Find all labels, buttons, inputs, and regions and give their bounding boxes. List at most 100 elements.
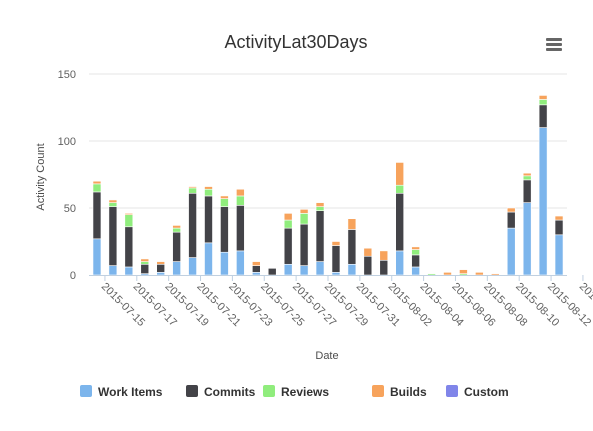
bar-segment[interactable] bbox=[395, 192, 405, 252]
bar-segment[interactable] bbox=[140, 263, 150, 274]
bar-segment[interactable] bbox=[427, 273, 436, 276]
bar-segment[interactable] bbox=[220, 195, 229, 199]
bar-segment[interactable] bbox=[522, 179, 532, 203]
bar-segment[interactable] bbox=[443, 272, 452, 276]
bar-segment[interactable] bbox=[92, 191, 102, 240]
legend-item[interactable]: Builds bbox=[372, 385, 427, 399]
bar-segment[interactable] bbox=[315, 261, 325, 276]
bar-segment[interactable] bbox=[411, 254, 420, 268]
bar-segment[interactable] bbox=[283, 227, 293, 265]
bar-segment[interactable] bbox=[156, 261, 165, 265]
bar-segment[interactable] bbox=[140, 258, 150, 262]
bar-segment[interactable] bbox=[395, 162, 405, 186]
bar-segment[interactable] bbox=[299, 265, 309, 276]
bar-segment[interactable] bbox=[172, 231, 181, 262]
bar-segment[interactable] bbox=[315, 206, 325, 211]
bar-segment[interactable] bbox=[315, 210, 325, 262]
legend-item[interactable]: Custom bbox=[446, 385, 509, 399]
bar-segment[interactable] bbox=[188, 257, 197, 276]
bar-segment[interactable] bbox=[379, 250, 389, 261]
bar-segment[interactable] bbox=[188, 192, 197, 258]
bar-segment[interactable] bbox=[92, 180, 102, 185]
bar-segment[interactable] bbox=[108, 199, 118, 203]
bar-segment[interactable] bbox=[124, 226, 134, 268]
bar-segment[interactable] bbox=[554, 234, 564, 276]
bar-segment[interactable] bbox=[172, 227, 181, 233]
bar-segment[interactable] bbox=[283, 219, 293, 229]
bar-segment[interactable] bbox=[363, 247, 373, 257]
bar-segment[interactable] bbox=[299, 213, 309, 225]
bar-segment[interactable] bbox=[522, 202, 532, 276]
bar-segment[interactable] bbox=[236, 195, 245, 206]
bar-segment[interactable] bbox=[124, 214, 134, 228]
bar-segment[interactable] bbox=[172, 225, 181, 229]
bar-segment[interactable] bbox=[220, 206, 229, 253]
bar-segment[interactable] bbox=[156, 272, 165, 276]
bar-segment[interactable] bbox=[363, 255, 373, 276]
bar-segment[interactable] bbox=[395, 250, 405, 276]
bar-segment[interactable] bbox=[252, 265, 261, 273]
bar-segment[interactable] bbox=[490, 273, 500, 276]
bar-segment[interactable] bbox=[379, 259, 389, 276]
bar-segment[interactable] bbox=[108, 206, 118, 266]
bar-segment[interactable] bbox=[108, 202, 118, 207]
bar-segment[interactable] bbox=[92, 183, 102, 193]
legend-swatch bbox=[446, 385, 458, 397]
bar-segment[interactable] bbox=[220, 251, 229, 276]
bar-segment[interactable] bbox=[236, 188, 245, 197]
bar-segment[interactable] bbox=[140, 261, 150, 265]
bar-segment[interactable] bbox=[204, 188, 213, 197]
legend-item[interactable]: Commits bbox=[186, 385, 256, 399]
bar-segment[interactable] bbox=[108, 265, 118, 276]
bar-segment[interactable] bbox=[506, 227, 516, 276]
legend-item[interactable]: Reviews bbox=[263, 385, 329, 399]
bar-segment[interactable] bbox=[411, 266, 420, 276]
bar-segment[interactable] bbox=[267, 267, 277, 276]
bar-segment[interactable] bbox=[522, 172, 532, 177]
bar-segment[interactable] bbox=[252, 272, 261, 276]
bar-segment[interactable] bbox=[538, 95, 548, 100]
bar-segment[interactable] bbox=[188, 186, 197, 189]
bar-segment[interactable] bbox=[124, 266, 134, 276]
bar-segment[interactable] bbox=[124, 213, 134, 216]
bar-segment[interactable] bbox=[204, 186, 213, 190]
bar-segment[interactable] bbox=[538, 127, 548, 276]
bar-segment[interactable] bbox=[204, 195, 213, 244]
bar-segment[interactable] bbox=[236, 250, 245, 276]
bar-segment[interactable] bbox=[283, 263, 293, 276]
legend-item[interactable]: Work Items bbox=[80, 385, 163, 399]
bar-segment[interactable] bbox=[252, 261, 261, 266]
bar-segment[interactable] bbox=[522, 175, 532, 181]
bar-segment[interactable] bbox=[506, 207, 516, 213]
bar-segment[interactable] bbox=[283, 213, 293, 221]
bar-segment[interactable] bbox=[347, 229, 357, 265]
bar-segment[interactable] bbox=[538, 99, 548, 106]
bar-segment[interactable] bbox=[188, 187, 197, 194]
bar-segment[interactable] bbox=[299, 209, 309, 214]
bar-segment[interactable] bbox=[554, 219, 564, 236]
bar-segment[interactable] bbox=[459, 269, 468, 274]
bar-segment[interactable] bbox=[347, 218, 357, 230]
bar-segment[interactable] bbox=[538, 104, 548, 128]
bar-segment[interactable] bbox=[411, 246, 420, 250]
bar-segment[interactable] bbox=[331, 241, 341, 246]
bar-segment[interactable] bbox=[475, 272, 484, 276]
bar-segment[interactable] bbox=[172, 261, 181, 276]
bar-segment[interactable] bbox=[315, 202, 325, 207]
legend-label: Custom bbox=[464, 385, 509, 399]
bar-segment[interactable] bbox=[347, 263, 357, 276]
bar-segment[interactable] bbox=[299, 223, 309, 266]
bar-segment[interactable] bbox=[236, 205, 245, 252]
bar-segment[interactable] bbox=[156, 263, 165, 273]
bar-segment[interactable] bbox=[220, 198, 229, 207]
bar-segment[interactable] bbox=[506, 211, 516, 229]
legend-swatch bbox=[186, 385, 198, 397]
chart-menu-button[interactable] bbox=[542, 32, 566, 54]
bar-segment[interactable] bbox=[395, 184, 405, 194]
bar-segment[interactable] bbox=[331, 272, 341, 276]
bar-segment[interactable] bbox=[411, 249, 420, 256]
bar-segment[interactable] bbox=[92, 238, 102, 276]
bar-segment[interactable] bbox=[204, 242, 213, 276]
bar-segment[interactable] bbox=[554, 215, 564, 221]
bar-segment[interactable] bbox=[331, 245, 341, 273]
